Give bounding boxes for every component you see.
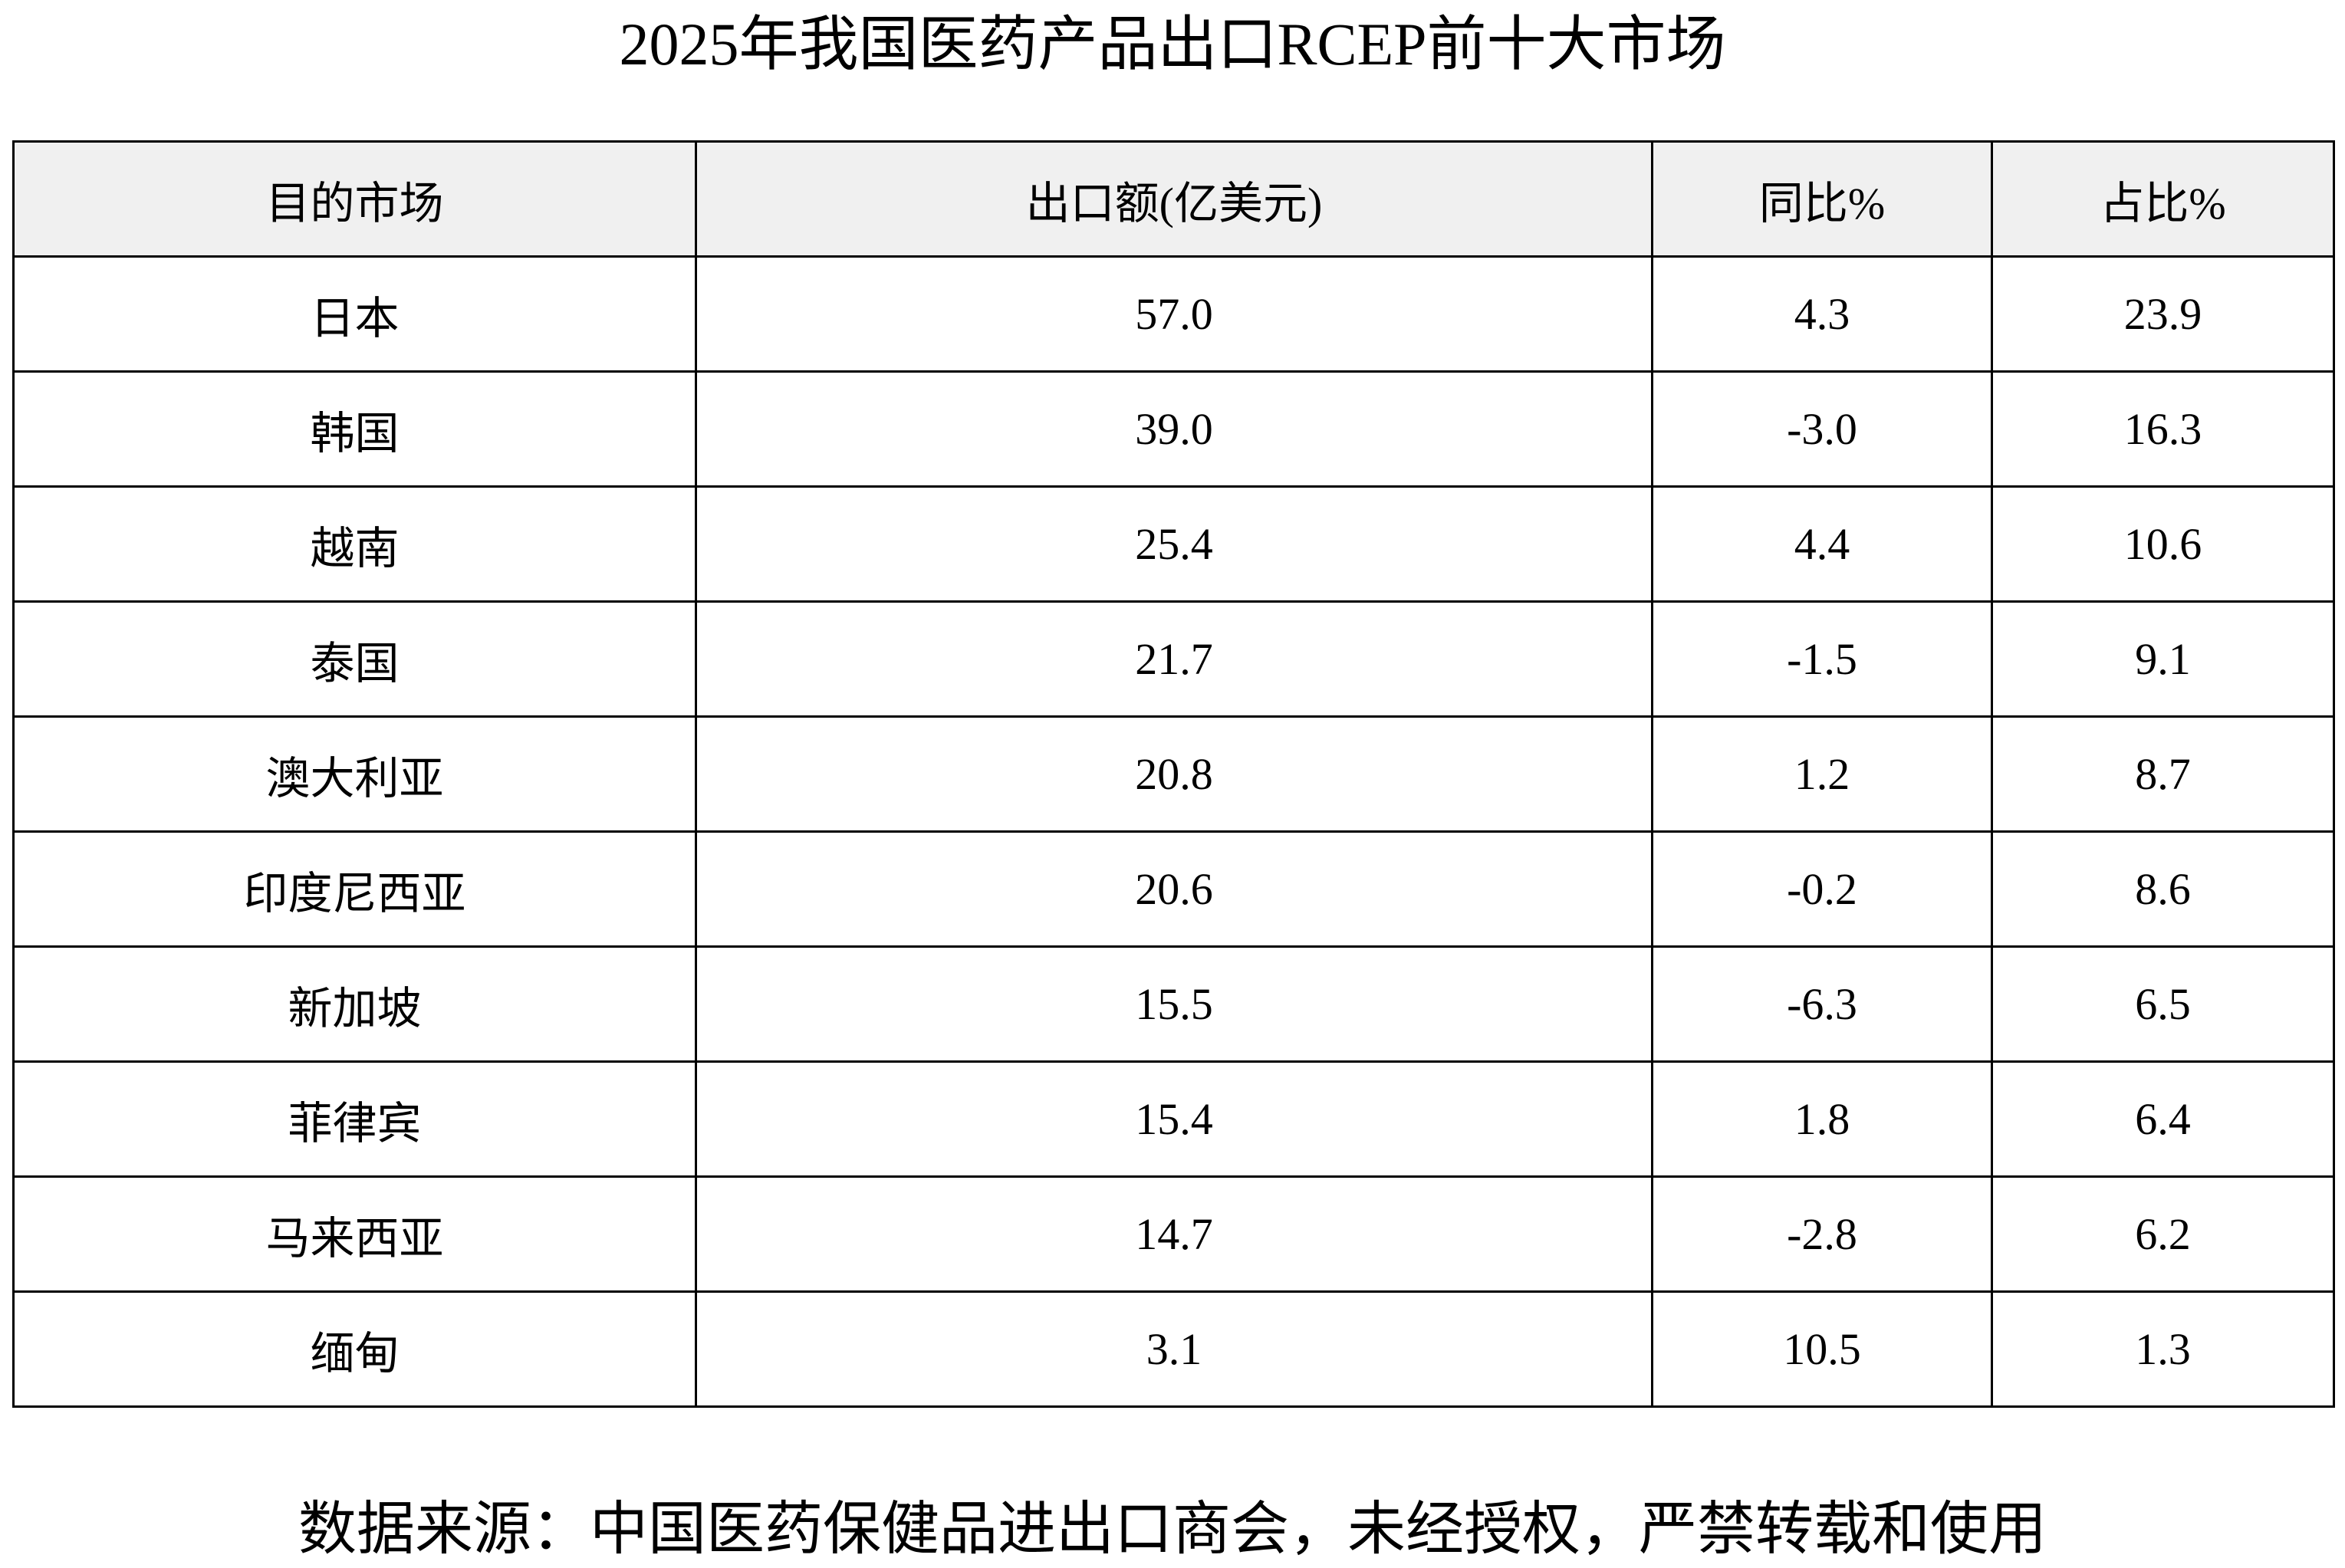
header-yoy: 同比% xyxy=(1651,140,1993,258)
export-value-cell: 21.7 xyxy=(695,600,1653,718)
market-cell: 日本 xyxy=(12,255,697,373)
yoy-cell: 10.5 xyxy=(1651,1290,1993,1408)
export-value-cell: 20.8 xyxy=(695,715,1653,833)
page-title: 2025年我国医药产品出口RCEP前十大市场 xyxy=(619,11,1726,77)
share-cell: 6.5 xyxy=(1991,945,2335,1063)
market-cell: 越南 xyxy=(12,485,697,603)
share-cell: 6.4 xyxy=(1991,1060,2335,1178)
export-value-cell: 3.1 xyxy=(695,1290,1653,1408)
export-value-cell: 14.7 xyxy=(695,1175,1653,1293)
table-row: 马来西亚 14.7 -2.8 6.2 xyxy=(12,1175,2335,1293)
table-row: 新加坡 15.5 -6.3 6.5 xyxy=(12,945,2335,1063)
share-cell: 6.2 xyxy=(1991,1175,2335,1293)
yoy-cell: -6.3 xyxy=(1651,945,1993,1063)
market-cell: 马来西亚 xyxy=(12,1175,697,1293)
share-cell: 16.3 xyxy=(1991,370,2335,488)
header-market: 目的市场 xyxy=(12,140,697,258)
table-row: 菲律宾 15.4 1.8 6.4 xyxy=(12,1060,2335,1178)
share-cell: 1.3 xyxy=(1991,1290,2335,1408)
table-row: 韩国 39.0 -3.0 16.3 xyxy=(12,370,2335,488)
market-cell: 韩国 xyxy=(12,370,697,488)
export-value-cell: 15.4 xyxy=(695,1060,1653,1178)
export-value-cell: 39.0 xyxy=(695,370,1653,488)
share-cell: 23.9 xyxy=(1991,255,2335,373)
yoy-cell: 4.3 xyxy=(1651,255,1993,373)
market-cell: 印度尼西亚 xyxy=(12,830,697,948)
table-header-row: 目的市场 出口额(亿美元) 同比% 占比% xyxy=(12,140,2335,258)
header-share: 占比% xyxy=(1991,140,2335,258)
export-value-cell: 15.5 xyxy=(695,945,1653,1063)
yoy-cell: 4.4 xyxy=(1651,485,1993,603)
yoy-cell: -0.2 xyxy=(1651,830,1993,948)
table-row: 澳大利亚 20.8 1.2 8.7 xyxy=(12,715,2335,833)
export-value-cell: 57.0 xyxy=(695,255,1653,373)
yoy-cell: 1.2 xyxy=(1651,715,1993,833)
export-value-cell: 20.6 xyxy=(695,830,1653,948)
header-export-value: 出口额(亿美元) xyxy=(695,140,1653,258)
table-row: 泰国 21.7 -1.5 9.1 xyxy=(12,600,2335,718)
yoy-cell: -3.0 xyxy=(1651,370,1993,488)
market-table: 目的市场 出口额(亿美元) 同比% 占比% 日本 57.0 4.3 23.9 韩国 39.… xyxy=(12,140,2335,1408)
table-row: 印度尼西亚 20.6 -0.2 8.6 xyxy=(12,830,2335,948)
market-cell: 澳大利亚 xyxy=(12,715,697,833)
market-cell: 缅甸 xyxy=(12,1290,697,1408)
table-row: 缅甸 3.1 10.5 1.3 xyxy=(12,1290,2335,1408)
share-cell: 10.6 xyxy=(1991,485,2335,603)
yoy-cell: 1.8 xyxy=(1651,1060,1993,1178)
data-source-note: 数据来源：中国医药保健品进出口商会，未经授权，严禁转载和使用 xyxy=(298,1497,2047,1562)
share-cell: 8.6 xyxy=(1991,830,2335,948)
table-row: 越南 25.4 4.4 10.6 xyxy=(12,485,2335,603)
yoy-cell: -2.8 xyxy=(1651,1175,1993,1293)
share-cell: 9.1 xyxy=(1991,600,2335,718)
market-cell: 新加坡 xyxy=(12,945,697,1063)
export-value-cell: 25.4 xyxy=(695,485,1653,603)
yoy-cell: -1.5 xyxy=(1651,600,1993,718)
market-cell: 菲律宾 xyxy=(12,1060,697,1178)
table-row: 日本 57.0 4.3 23.9 xyxy=(12,255,2335,373)
market-cell: 泰国 xyxy=(12,600,697,718)
share-cell: 8.7 xyxy=(1991,715,2335,833)
